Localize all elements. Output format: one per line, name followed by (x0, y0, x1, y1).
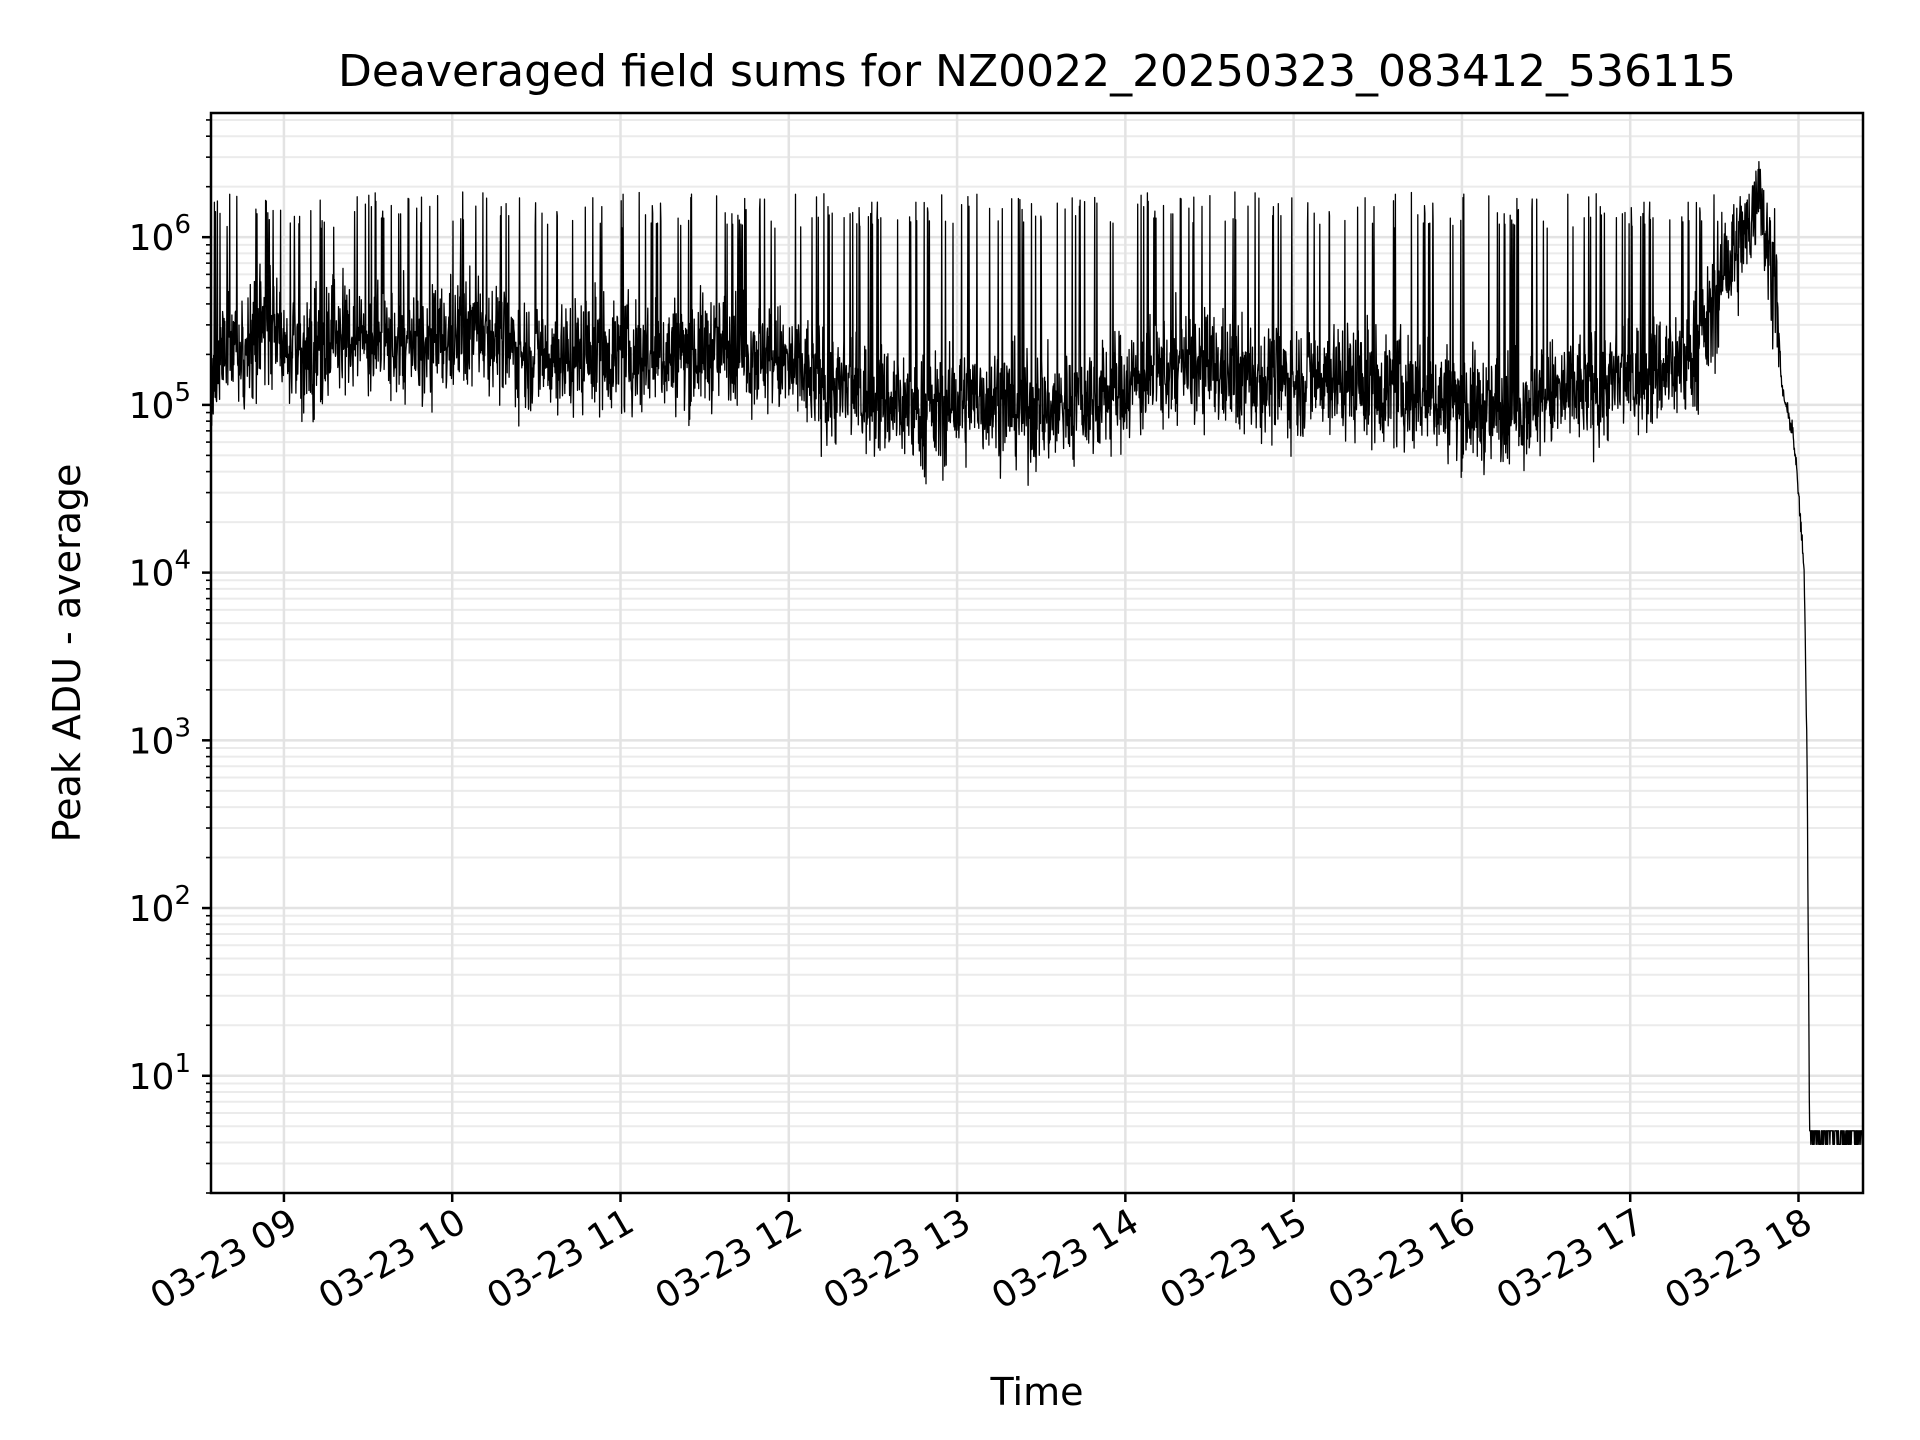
y-tick-label: 101 (129, 1049, 191, 1098)
series-line (210, 161, 1864, 1146)
series-layer (210, 161, 1864, 1146)
chart-title: Deaveraged field sums for NZ0022_2025032… (338, 46, 1736, 97)
y-tick-label: 104 (129, 546, 191, 595)
y-tick-label: 103 (129, 713, 191, 762)
y-tick-label: 106 (129, 210, 191, 259)
plot-frame (209, 111, 1865, 1195)
y-axis-label: Peak ADU - average (45, 464, 89, 843)
x-axis-label: Time (990, 1370, 1084, 1414)
y-tick-label: 102 (129, 881, 191, 930)
y-tick-label: 105 (129, 378, 191, 427)
